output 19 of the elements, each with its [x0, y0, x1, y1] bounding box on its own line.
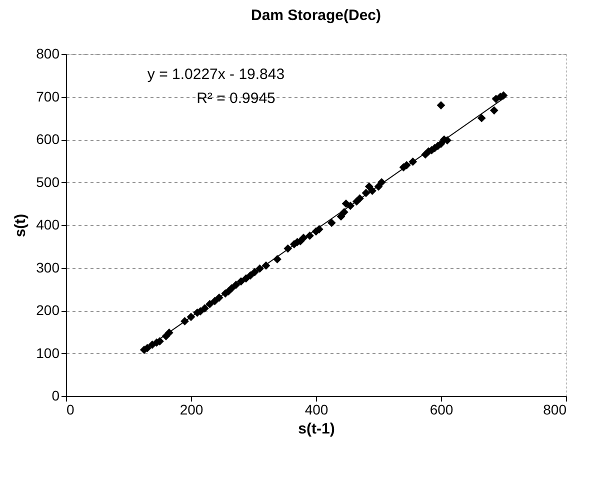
x-tick-label: 600 [430, 402, 454, 418]
annotation: R² = 0.9945 [196, 90, 276, 107]
y-tick-label: 800 [36, 46, 60, 62]
y-tick-label: 0 [52, 388, 60, 404]
x-tick-label: 800 [543, 402, 567, 418]
x-tick-label: 400 [304, 402, 328, 418]
y-tick-label: 400 [36, 216, 60, 232]
x-axis-title: s(t-1) [298, 420, 335, 438]
y-tick-label: 500 [36, 174, 60, 190]
y-tick-label: 100 [36, 344, 60, 361]
y-tick-label: 600 [36, 131, 60, 147]
y-axis-title: s(t) [12, 214, 30, 238]
x-tick-label: 200 [180, 402, 204, 418]
x-tick-label: 0 [66, 402, 74, 418]
chart-title: Dam Storage(Dec) [250, 7, 382, 24]
y-tick-label: 700 [36, 88, 60, 104]
y-tick-label: 300 [36, 259, 60, 276]
annotation: y = 1.0227x - 19.843 [147, 66, 285, 83]
y-tick-label: 200 [36, 302, 60, 318]
